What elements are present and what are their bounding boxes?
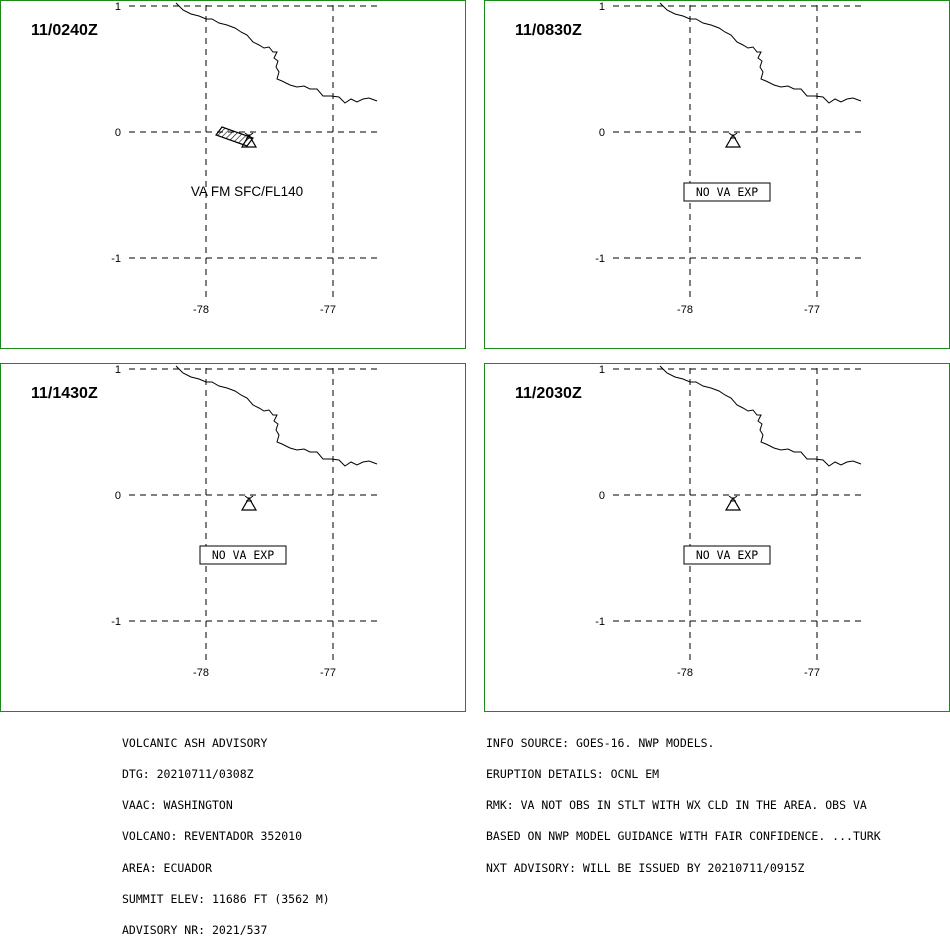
advisory-line: VOLCANIC ASH ADVISORY — [122, 735, 268, 750]
map-canvas: 1 0 -1 -78 -77 11/0240Z VA FM SFC/FL140 — [31, 1, 378, 316]
coastline — [175, 2, 378, 104]
advisory-line: SUMMIT ELEV: 11686 FT (3562 M) — [122, 891, 330, 906]
advisory-line: DTG: 20210711/0308Z — [122, 767, 254, 782]
forecast-panel-3: 1 0 -1 -78 -77 11/2030Z NO VA EXP — [484, 363, 950, 712]
forecast-panel-1: 1 0 -1 -78 -77 11/0830Z NO VA EXP — [484, 0, 950, 349]
lat-label-mid: 0 — [599, 490, 605, 502]
svg-text:NO VA EXP: NO VA EXP — [696, 185, 758, 199]
lat-label-top: 1 — [599, 1, 605, 13]
lat-label-bottom: -1 — [111, 616, 121, 628]
lat-label-mid: 0 — [115, 490, 121, 502]
advisory-line: VOLCANO: REVENTADOR 352010 — [122, 829, 303, 844]
lat-label-top: 1 — [115, 364, 121, 376]
advisory-line: AREA: ECUADOR — [122, 860, 213, 875]
svg-text:NO VA EXP: NO VA EXP — [212, 548, 274, 562]
lat-label-mid: 0 — [115, 127, 121, 139]
lat-label-bottom: -1 — [595, 253, 605, 265]
lon-label-right: -77 — [804, 304, 820, 316]
map-canvas: 1 0 -1 -78 -77 11/0830Z NO VA EXP — [515, 1, 862, 316]
advisory-line: VAAC: WASHINGTON — [122, 798, 233, 813]
volcano-icon — [240, 495, 258, 511]
map-canvas: 1 0 -1 -78 -77 11/1430Z NO VA EXP — [31, 364, 378, 679]
advisory-line: NXT ADVISORY: WILL BE ISSUED BY 20210711… — [486, 860, 805, 875]
lat-label-mid: 0 — [599, 127, 605, 139]
lon-label-right: -77 — [804, 667, 820, 679]
svg-text:NO VA EXP: NO VA EXP — [696, 548, 758, 562]
lat-label-bottom: -1 — [595, 616, 605, 628]
advisory-line: BASED ON NWP MODEL GUIDANCE WITH FAIR CO… — [486, 829, 881, 844]
advisory-line: ADVISORY NR: 2021/537 — [122, 923, 268, 938]
lon-label-right: -77 — [320, 667, 336, 679]
no-ash-expected-label: NO VA EXP — [199, 545, 287, 565]
forecast-panel-2: 1 0 -1 -78 -77 11/1430Z NO VA EXP — [0, 363, 466, 712]
coastline — [659, 2, 862, 104]
lat-label-bottom: -1 — [111, 253, 121, 265]
advisory-line: RMK: VA NOT OBS IN STLT WITH WX CLD IN T… — [486, 798, 867, 813]
volcano-icon — [724, 132, 742, 148]
no-ash-expected-label: NO VA EXP — [683, 545, 771, 565]
advisory-info-right: INFO SOURCE: GOES-16. NWP MODELS. ERUPTI… — [486, 717, 881, 883]
forecast-panel-0: 1 0 -1 -78 -77 11/0240Z VA FM SFC/FL140 — [0, 0, 466, 349]
lat-label-top: 1 — [115, 1, 121, 13]
forecast-time-label: 11/2030Z — [515, 385, 582, 402]
ash-cloud-area — [215, 126, 254, 147]
no-ash-expected-label: NO VA EXP — [683, 182, 771, 202]
lon-label-right: -77 — [320, 304, 336, 316]
lon-label-left: -78 — [677, 304, 693, 316]
advisory-info-left: VOLCANIC ASH ADVISORY DTG: 20210711/0308… — [122, 717, 330, 946]
forecast-time-label: 11/0240Z — [31, 22, 98, 39]
forecast-time-label: 11/0830Z — [515, 22, 582, 39]
advisory-line: INFO SOURCE: GOES-16. NWP MODELS. — [486, 735, 715, 750]
advisory-line: ERUPTION DETAILS: OCNL EM — [486, 767, 660, 782]
volcano-icon — [724, 495, 742, 511]
coastline — [175, 365, 378, 467]
ash-level-label: VA FM SFC/FL140 — [191, 184, 303, 199]
coastline — [659, 365, 862, 467]
lon-label-left: -78 — [677, 667, 693, 679]
map-canvas: 1 0 -1 -78 -77 11/2030Z NO VA EXP — [515, 364, 862, 679]
lat-label-top: 1 — [599, 364, 605, 376]
forecast-time-label: 11/1430Z — [31, 385, 98, 402]
lon-label-left: -78 — [193, 304, 209, 316]
lon-label-left: -78 — [193, 667, 209, 679]
